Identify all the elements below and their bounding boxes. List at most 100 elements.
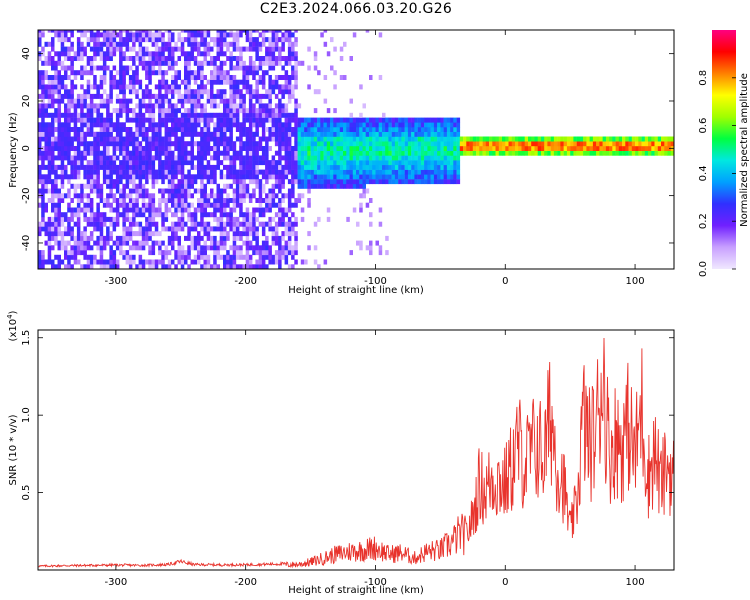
spectrogram-cell — [304, 117, 308, 123]
spectrogram-cell — [252, 122, 256, 128]
spectrogram-cell — [326, 183, 331, 189]
spectrogram-cell — [115, 141, 120, 147]
spectrogram-cell — [60, 183, 65, 189]
spectrogram-cell — [219, 117, 224, 123]
spectrogram-cell — [219, 32, 224, 38]
spectrogram-cell — [206, 98, 211, 104]
spectrogram-cell — [213, 141, 217, 147]
spectrogram-cell — [382, 141, 386, 147]
spectrogram-cell — [346, 150, 350, 156]
spectrogram-cell — [589, 150, 594, 156]
spectrogram-cell — [177, 141, 181, 147]
spectrogram-cell — [229, 89, 233, 95]
spectrogram-cell — [145, 37, 149, 43]
spectrogram-cell — [164, 155, 169, 161]
spectrogram-cell — [223, 202, 227, 208]
spectrogram-cell — [86, 141, 91, 147]
snr-x-tick-label: -300 — [105, 577, 128, 588]
spectrogram-cell — [128, 32, 133, 38]
spectrogram-cell — [187, 231, 191, 237]
snr-x-ticks: -300 -200 -100 0 100 — [105, 330, 645, 588]
spectrogram-cell — [618, 141, 623, 147]
spectrogram-cell — [193, 112, 198, 118]
spectrogram-cell — [294, 51, 298, 57]
spectrogram-cell — [219, 198, 224, 203]
spectrogram-cell — [161, 174, 165, 180]
spectrogram-cell — [333, 127, 337, 132]
spectrogram-cell — [417, 174, 422, 180]
spectrogram-cell — [128, 141, 133, 147]
spectrogram-cell — [495, 136, 499, 142]
spectrogram-cell — [60, 245, 65, 251]
spectrogram-cell — [128, 174, 133, 180]
spectrogram-cell — [125, 103, 130, 109]
spectrogram-cell — [171, 235, 175, 241]
spectrogram-cell — [122, 193, 126, 199]
spectrogram-cell — [203, 254, 207, 260]
spectrogram-cell — [76, 207, 81, 213]
spectrogram-cell — [70, 117, 74, 123]
spectrogram-cell — [64, 264, 68, 269]
spectrogram-cell — [203, 141, 207, 147]
spectrogram-cell — [180, 160, 185, 166]
spectrogram-cell — [99, 221, 104, 227]
spectrogram-cell — [242, 141, 246, 147]
spectrogram-cell — [261, 207, 266, 213]
spectrogram-cell — [41, 108, 45, 114]
spectrogram-cell — [171, 112, 175, 118]
spectrogram-cell — [313, 117, 318, 123]
spectrogram-cell — [615, 136, 620, 142]
spectrogram-cell — [255, 51, 259, 57]
spectrogram-cell — [38, 103, 42, 109]
spectrogram-cell — [193, 122, 198, 128]
spectrogram-cell — [242, 221, 246, 227]
spectrogram-cell — [41, 46, 45, 52]
spectrogram-cell — [67, 51, 71, 57]
spectrogram-cell — [239, 79, 243, 85]
spectrogram-cell — [330, 164, 334, 170]
spectrogram-cell — [291, 56, 295, 61]
spectrogram-cell — [369, 155, 373, 161]
spectrogram-cell — [44, 108, 48, 114]
spectrogram-cell — [210, 75, 214, 80]
spectrogram-cell — [174, 226, 178, 232]
spectrogram-cell — [47, 98, 52, 104]
spectrogram-cell — [67, 264, 71, 269]
spectrogram-cell — [80, 46, 84, 52]
spectrogram-cell — [271, 198, 276, 203]
spectrogram-cell — [248, 179, 253, 185]
spectrogram-cell — [489, 136, 493, 142]
spectrogram-cell — [375, 174, 379, 180]
spectrogram-cell — [93, 93, 97, 99]
spectrogram-cell — [261, 79, 266, 85]
spectrogram-cell — [154, 264, 159, 269]
spectrogram-cell — [216, 193, 220, 199]
spectrogram-cell — [180, 37, 185, 43]
spectrogram-cell — [291, 46, 295, 52]
spectrogram-cell — [171, 183, 175, 189]
snr-x-axis-label: Height of straight line (km) — [288, 585, 424, 596]
spectrogram-cell — [394, 136, 399, 142]
spectrogram-cell — [106, 41, 110, 47]
spectrogram-cell — [232, 141, 237, 147]
spectrogram-cell — [158, 32, 162, 38]
spectrogram-cell — [223, 150, 227, 156]
spectrogram-cell — [229, 207, 233, 213]
spectrogram-cell — [184, 93, 188, 99]
spectrogram-cell — [122, 84, 126, 90]
spectrogram-cell — [388, 179, 392, 185]
spectrogram-cell — [86, 245, 91, 251]
spectrogram-cell — [472, 146, 477, 151]
spectrogram-cell — [248, 160, 253, 166]
spectrogram-cell — [284, 75, 289, 80]
spectrogram-cell — [151, 174, 156, 180]
spectrogram-cell — [261, 198, 266, 203]
spectrogram-cell — [576, 146, 581, 151]
spectrogram-cell — [313, 51, 318, 57]
spectrogram-cell — [336, 150, 340, 156]
spectrogram-cell — [41, 221, 45, 227]
spectrogram-cell — [284, 84, 289, 90]
spectrogram-cell — [407, 150, 412, 156]
spectrogram-cell — [148, 75, 152, 80]
spectrogram-cell — [70, 250, 74, 256]
